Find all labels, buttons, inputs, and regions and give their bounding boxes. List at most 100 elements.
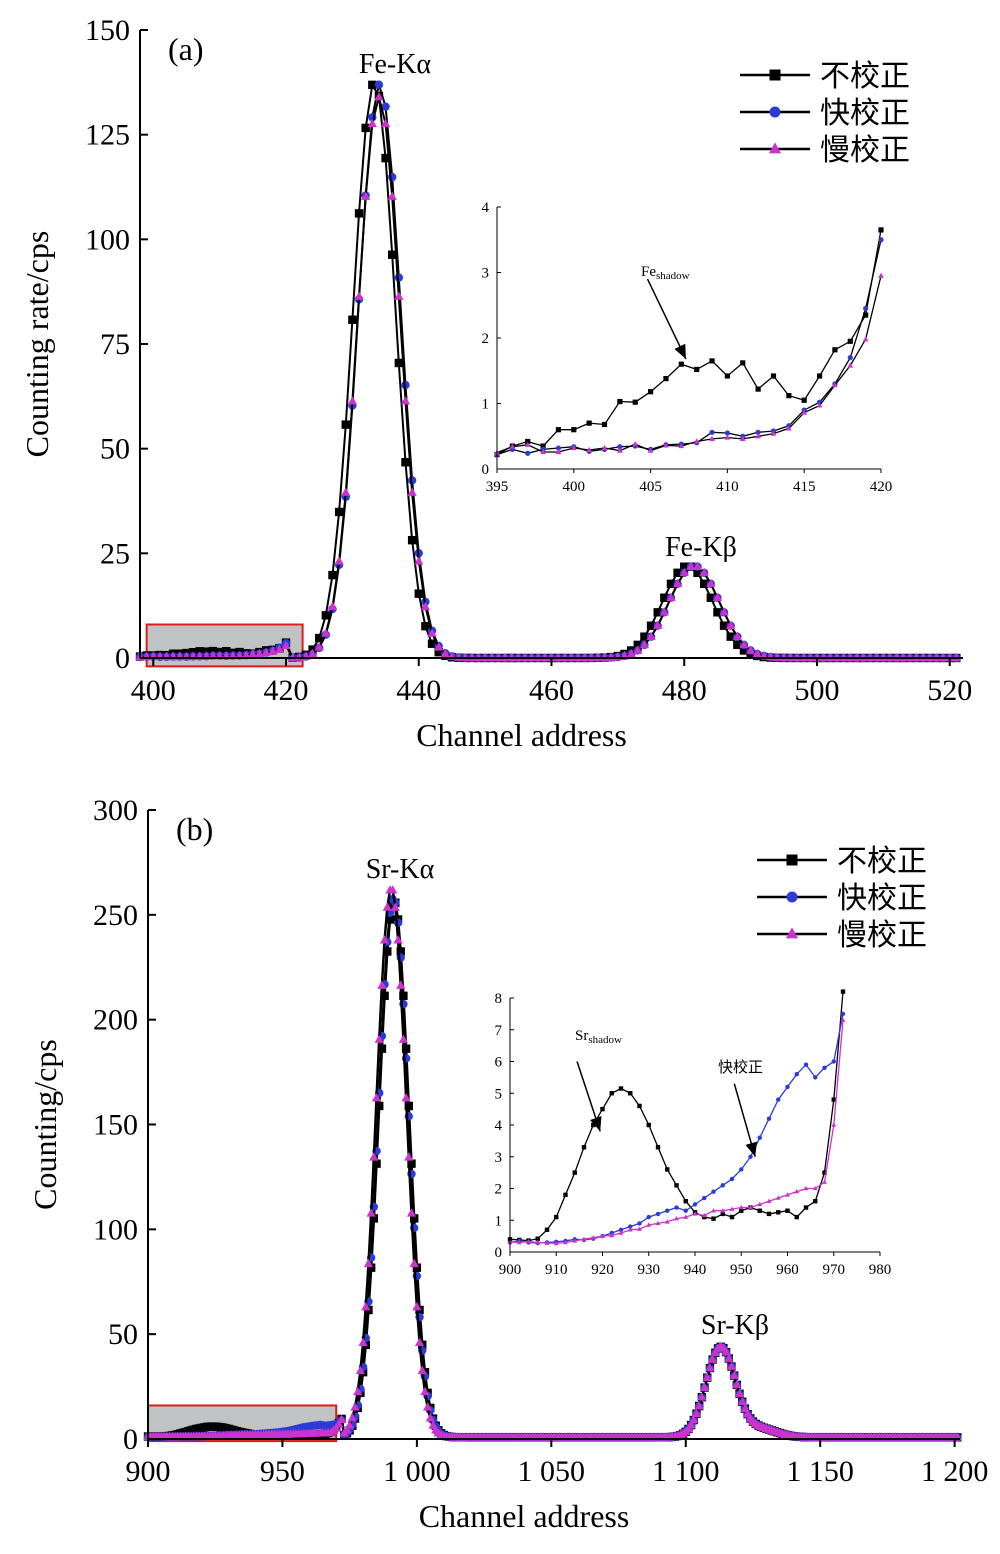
y-axis-title: Counting/cps [27, 1039, 63, 1210]
data-point [414, 1337, 425, 1346]
data-point [414, 556, 424, 565]
inset-point [724, 430, 730, 436]
data-point [666, 579, 676, 589]
inset-point [683, 1199, 688, 1204]
inset-point [674, 1205, 679, 1210]
data-point [699, 579, 709, 589]
series-uncorrected [143, 898, 962, 1442]
inset-point [628, 1224, 633, 1229]
x-tick-label: 440 [396, 674, 441, 707]
inset-point [776, 1097, 781, 1102]
inset-point [803, 1185, 809, 1191]
inset-point [655, 1211, 661, 1217]
inset-point [544, 1227, 550, 1232]
inset-y-tick-label: 3 [495, 1150, 503, 1166]
data-point [733, 640, 742, 650]
inset-x-tick-label: 415 [793, 479, 816, 495]
data-point [363, 1258, 374, 1268]
data-point [680, 562, 689, 571]
data-point [367, 118, 377, 128]
data-point [427, 628, 437, 637]
y-tick-label: 200 [93, 1004, 138, 1037]
inset-point [794, 1214, 799, 1220]
data-point [686, 561, 696, 571]
x-axis-title: Channel address [416, 717, 627, 753]
inset-line-uncorrected [509, 991, 844, 1242]
legend-label: 慢校正 [837, 918, 927, 953]
x-tick-label: 400 [131, 674, 176, 707]
inset-point [648, 389, 654, 395]
inset-point [794, 1189, 800, 1194]
inset-point [812, 1185, 818, 1191]
inset-point [711, 1216, 716, 1221]
data-point [724, 1353, 734, 1362]
inset-point [720, 1208, 726, 1213]
y-tick-label: 0 [115, 642, 130, 675]
inset-point [692, 1202, 698, 1207]
inset-point [863, 305, 869, 312]
data-point [382, 902, 392, 911]
inset-point [646, 1122, 651, 1128]
data-point [713, 608, 722, 617]
data-point [737, 1396, 747, 1406]
data-point [388, 250, 397, 259]
inset-point [683, 1208, 688, 1213]
data-point [336, 1414, 347, 1424]
data-point [354, 291, 364, 300]
inset-point [674, 1183, 679, 1188]
inset-x-tick-label: 940 [684, 1262, 707, 1278]
data-point [739, 639, 749, 649]
y-tick-label: 125 [85, 119, 130, 152]
inset-point [628, 1091, 633, 1096]
legend-label: 不校正 [820, 59, 910, 94]
inset-point [526, 1238, 531, 1244]
inset-point [678, 442, 685, 449]
x-tick-label: 500 [794, 674, 839, 707]
y-axis-title: Counting rate/cps [19, 231, 55, 458]
data-point [659, 607, 669, 616]
inset-y-tick-label: 5 [495, 1086, 503, 1102]
inset-x-tick-label: 405 [639, 479, 662, 495]
data-point [281, 640, 291, 649]
inset-point [581, 1145, 587, 1150]
data-point [752, 648, 762, 658]
inset-y-tick-label: 1 [482, 397, 490, 413]
data-point [708, 1354, 718, 1363]
data-point [706, 593, 715, 602]
data-point [387, 191, 397, 200]
inset-point [702, 1195, 707, 1201]
data-point [374, 1034, 384, 1043]
inset-point [617, 447, 623, 453]
data-point [705, 1363, 715, 1372]
data-point [626, 648, 636, 658]
data-point [421, 621, 430, 631]
inset-point [748, 1204, 753, 1210]
data-point [425, 1413, 435, 1422]
data-point [689, 1415, 699, 1424]
y-tick-label: 150 [85, 14, 130, 47]
data-point [401, 458, 410, 467]
x-tick-label: 900 [126, 1455, 171, 1488]
data-point [726, 632, 735, 641]
peak-label-kb: Sr-Kβ [701, 1310, 769, 1341]
data-point [672, 578, 683, 588]
x-tick-label: 1 050 [518, 1455, 586, 1488]
inset-point [831, 1097, 836, 1102]
data-point [719, 607, 729, 616]
inset-point [600, 1106, 605, 1112]
inset-point [822, 1179, 827, 1184]
data-point [368, 80, 377, 90]
inset-point [770, 373, 777, 379]
inset-point [655, 1220, 661, 1226]
data-point [274, 644, 284, 654]
data-point [398, 1034, 409, 1043]
inset-point [832, 382, 838, 388]
inset-point [601, 421, 608, 428]
data-point [388, 885, 398, 894]
inset-point [665, 1167, 670, 1172]
inset-point [637, 1221, 642, 1226]
x-tick-label: 480 [662, 674, 707, 707]
inset-point [847, 355, 853, 361]
